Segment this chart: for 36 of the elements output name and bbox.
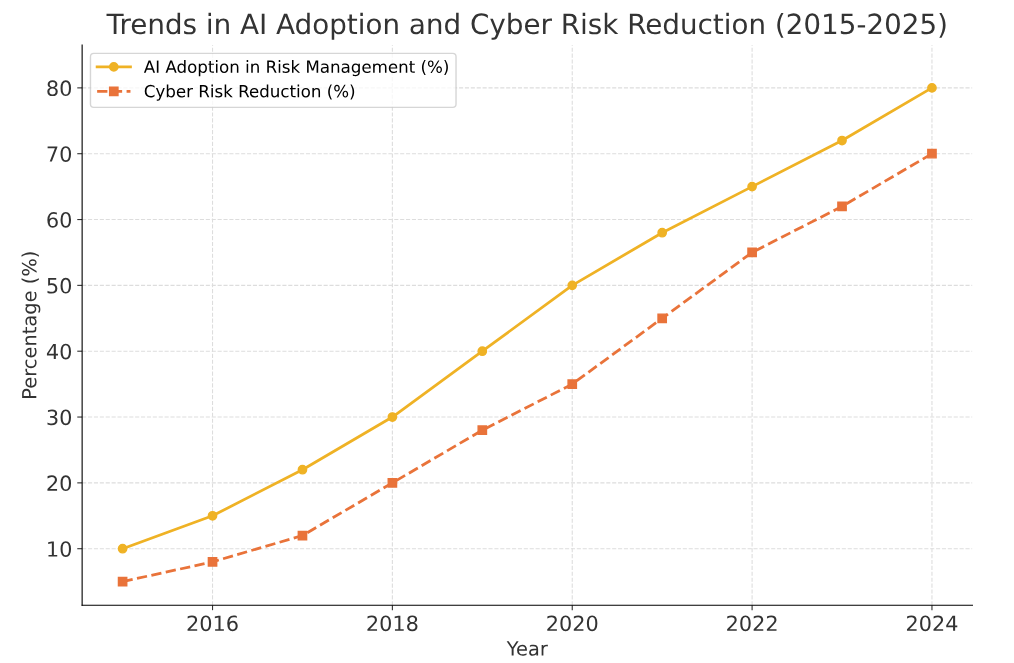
y-axis-title: Percentage (%)	[21, 252, 41, 398]
point	[387, 412, 398, 422]
x-axis-title: Year	[506, 641, 548, 656]
point	[837, 135, 847, 146]
point	[567, 280, 578, 291]
x-tick-label: 2020	[547, 615, 598, 632]
point	[477, 346, 488, 357]
point	[207, 557, 218, 567]
y-tick-label: 20	[47, 475, 72, 492]
y-tick-label: 70	[47, 146, 72, 162]
legend-label: Cyber Risk Reduction (%)	[144, 84, 355, 101]
point	[117, 543, 128, 554]
point	[747, 247, 757, 258]
point	[837, 201, 847, 212]
point	[927, 83, 937, 93]
chart-title: Trends in AI Adoption and Cyber Risk Reduction (2015-2025)	[106, 12, 946, 40]
x-tick-label: 2022	[727, 615, 777, 632]
point	[927, 148, 937, 159]
point	[387, 478, 398, 488]
point	[657, 227, 668, 238]
y-tick-label: 30	[47, 409, 72, 426]
point	[747, 181, 757, 192]
x-tick-label: 2024	[906, 615, 958, 632]
point	[297, 464, 308, 475]
y-tick-label: 80	[47, 80, 72, 97]
x-tick-label: 2016	[187, 615, 238, 632]
point	[657, 313, 668, 324]
y-tick-label: 60	[47, 211, 72, 228]
y-tick-label: 10	[48, 541, 72, 557]
point	[207, 510, 218, 521]
legend-label: AI Adoption in Risk Management (%)	[143, 60, 448, 77]
y-tick-label: 50	[47, 277, 72, 294]
point	[567, 379, 578, 389]
point	[477, 425, 488, 436]
y-tick-label: 40	[46, 343, 72, 360]
x-tick-label: 2018	[367, 615, 418, 632]
